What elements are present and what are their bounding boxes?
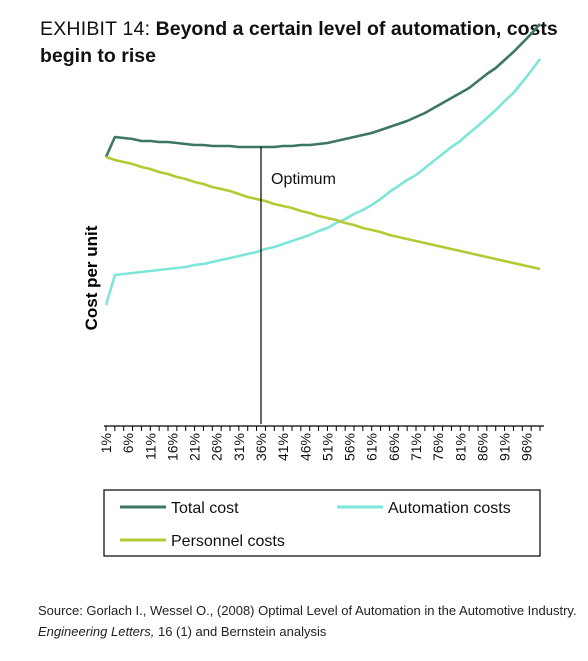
x-tick-label: 36%: [253, 433, 269, 461]
x-tick-label: 91%: [497, 433, 513, 461]
x-tick-label: 61%: [364, 433, 380, 461]
cost-curve-chart: Cost per unit 1% 6% 11% 16% 21% 26% 31% 36% 41% 4…: [82, 23, 544, 557]
x-tick-label: 81%: [452, 433, 468, 461]
legend: Total cost Automation costs Personnel co…: [103, 489, 541, 557]
legend-box: [103, 489, 541, 557]
series-lines: [104, 23, 542, 306]
x-tick-label: 51%: [319, 433, 335, 461]
x-tick-label: 86%: [474, 433, 490, 461]
series-line-total: [104, 23, 541, 158]
legend-label-personnel: Personnel costs: [171, 533, 285, 550]
legend-label-total: Total cost: [171, 500, 239, 517]
x-axis-tick-labels: 1% 6% 11% 16% 21% 26% 31% 36% 41% 46% 51% 56% 61% 66%…: [98, 433, 535, 461]
x-tick-label: 56%: [342, 433, 358, 461]
x-tick-label: 26%: [209, 433, 225, 461]
source-suffix: 16 (1) and Bernstein analysis: [157, 624, 327, 639]
y-axis-label: Cost per unit: [82, 225, 101, 330]
x-tick-label: 66%: [386, 433, 402, 461]
x-axis-ticks: [105, 426, 541, 431]
source-prefix: Source: Gorlach I., Wessel O., (2008) Op…: [38, 603, 577, 618]
x-tick-label: 41%: [275, 433, 291, 461]
source-note: Source: Gorlach I., Wessel O., (2008) Op…: [38, 600, 578, 642]
x-tick-label: 31%: [231, 433, 247, 461]
exhibit-headline: Beyond a certain level of automation, co…: [40, 18, 558, 67]
x-tick-label: 96%: [519, 433, 535, 461]
chart-title: EXHIBIT 14: Beyond a certain level of au…: [40, 16, 580, 70]
series-line-automation: [104, 58, 542, 306]
x-tick-label: 76%: [430, 433, 446, 461]
x-tick-label: 16%: [164, 433, 180, 461]
legend-label-automation: Automation costs: [388, 500, 511, 517]
x-tick-label: 71%: [408, 433, 424, 461]
x-tick-label: 21%: [187, 433, 203, 461]
x-tick-label: 1%: [98, 433, 114, 453]
exhibit-label: EXHIBIT 14:: [40, 18, 151, 40]
series-line-personnel: [105, 155, 541, 271]
x-tick-label: 6%: [120, 433, 136, 453]
x-tick-label: 11%: [142, 433, 158, 460]
source-journal: Engineering Letters,: [38, 624, 155, 639]
optimum-annotation: Optimum: [271, 171, 336, 188]
x-tick-label: 46%: [297, 433, 313, 461]
